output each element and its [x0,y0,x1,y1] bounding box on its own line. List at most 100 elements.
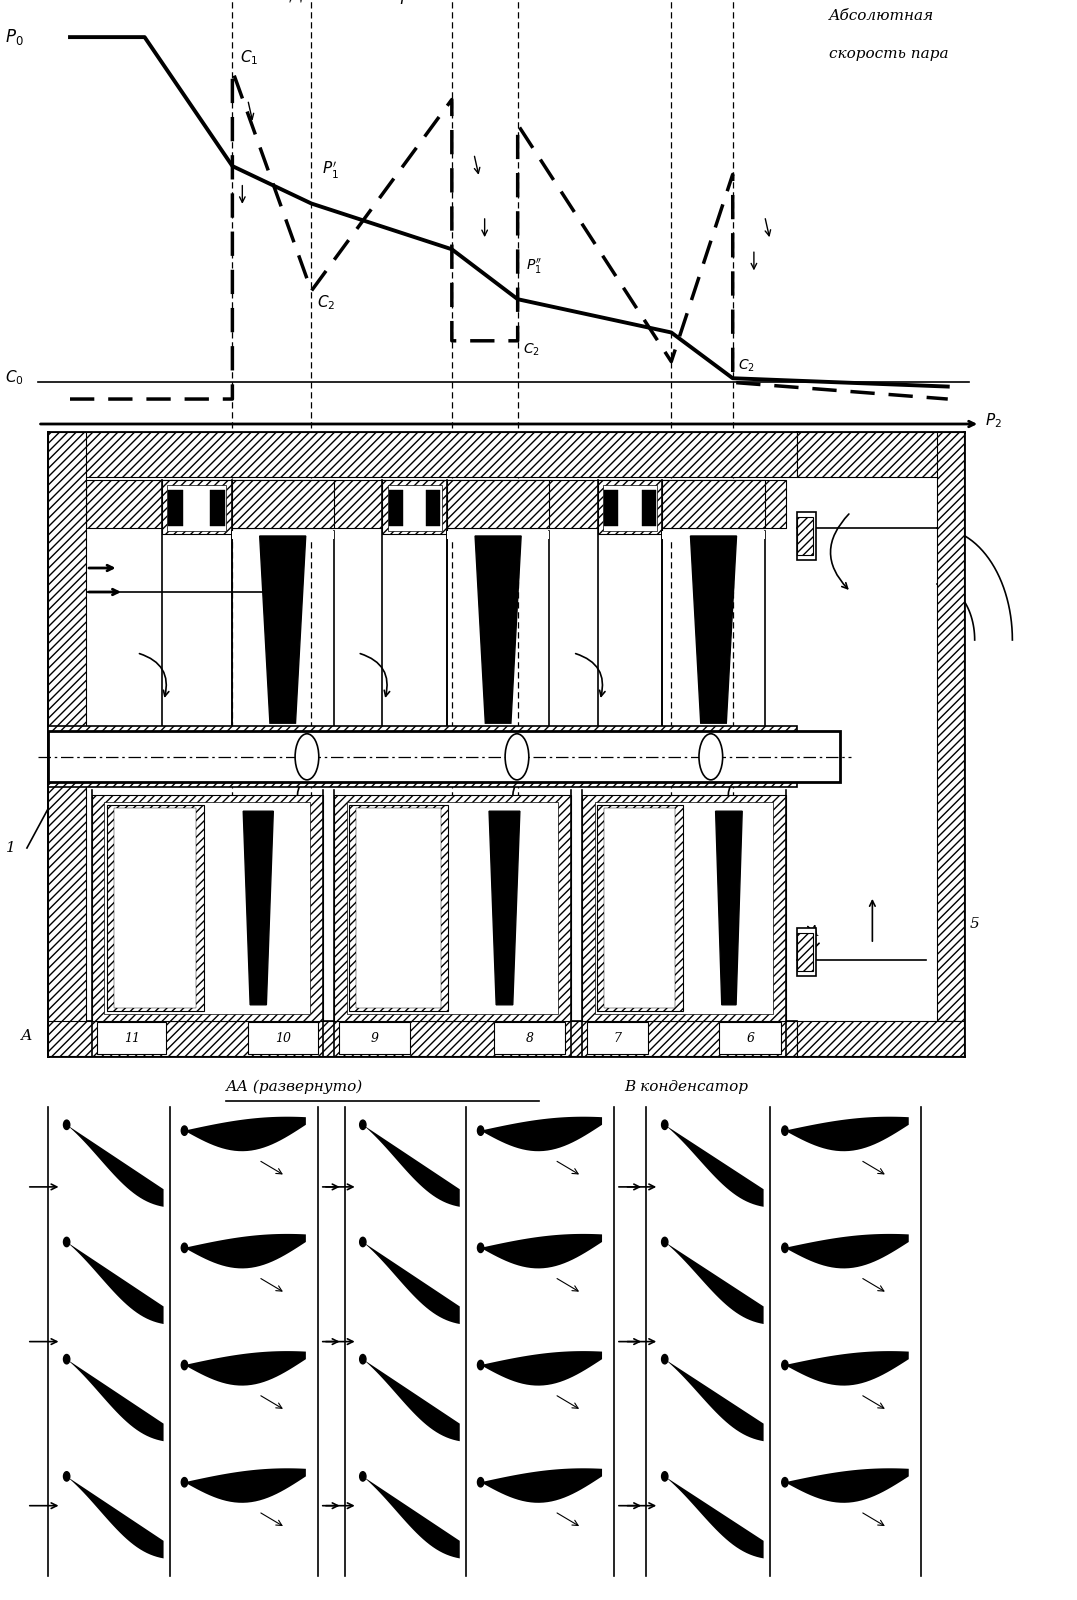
Bar [797,1021,964,1056]
Ellipse shape [699,734,723,779]
Circle shape [181,1477,187,1486]
Bar [347,802,558,1014]
Circle shape [477,1360,484,1370]
Bar [598,480,662,534]
Circle shape [64,1472,70,1482]
Text: А: А [808,925,820,939]
Circle shape [64,1237,70,1246]
Polygon shape [363,1242,460,1325]
Circle shape [64,1120,70,1130]
Bar [797,517,813,555]
Text: 11: 11 [124,1032,140,1045]
Bar [426,490,440,526]
Bar [104,802,310,1014]
Polygon shape [67,1125,164,1206]
Polygon shape [184,1469,306,1502]
Polygon shape [785,1469,909,1502]
Polygon shape [243,811,274,1005]
Text: 4: 4 [695,747,704,762]
Circle shape [661,1237,668,1246]
Text: $C_2$: $C_2$ [738,358,755,374]
Polygon shape [480,1350,602,1386]
Bar [662,531,765,539]
Bar [597,805,683,1011]
Polygon shape [184,1234,306,1269]
Text: $C_0$: $C_0$ [5,368,24,387]
Circle shape [782,1360,788,1370]
Polygon shape [715,811,742,1005]
Bar [168,490,183,526]
Circle shape [782,1126,788,1136]
Polygon shape [184,1117,306,1152]
Polygon shape [363,1477,460,1558]
Bar [662,480,765,528]
Bar [86,480,786,528]
Text: скорость пара: скорость пара [829,46,949,61]
Bar [48,1021,797,1056]
Text: 1: 1 [5,842,16,854]
Text: АА (развернуто): АА (развернуто) [226,1080,363,1094]
Bar [494,1022,565,1054]
Circle shape [181,1126,187,1136]
Polygon shape [665,1125,764,1206]
Bar [447,531,549,539]
Bar [232,531,334,539]
Bar [210,490,225,526]
Circle shape [181,1360,187,1370]
Text: 9: 9 [370,1032,379,1045]
Polygon shape [480,1469,602,1502]
Bar [97,1022,166,1054]
Bar [937,432,964,1021]
Text: А: А [22,1029,32,1043]
Text: 3: 3 [490,747,500,762]
Polygon shape [785,1350,909,1386]
Bar [603,485,657,531]
Text: Абсолютная: Абсолютная [829,10,935,24]
Ellipse shape [295,734,319,779]
Circle shape [181,1243,187,1253]
Polygon shape [665,1358,764,1442]
Bar [595,802,773,1014]
Bar [349,805,448,1011]
Text: В конденсатор: В конденсатор [625,1080,749,1094]
Circle shape [661,1472,668,1482]
Polygon shape [67,1242,164,1325]
Bar [167,485,226,531]
Bar [48,726,797,787]
Polygon shape [475,536,521,723]
Bar [642,490,656,526]
Polygon shape [67,1358,164,1442]
Text: 2: 2 [275,747,284,762]
Polygon shape [184,1350,306,1386]
Circle shape [64,1355,70,1363]
Bar [162,480,232,534]
Text: 10: 10 [275,1032,291,1045]
Bar [114,808,196,1008]
Bar [604,490,618,526]
Bar [719,1022,781,1054]
Bar [48,432,86,1056]
Bar [587,1022,648,1054]
Text: Давление пара: Давление пара [290,0,421,3]
Text: $P_1''$: $P_1''$ [527,258,543,277]
Bar [797,432,964,477]
Text: $P_1'$: $P_1'$ [322,160,339,181]
Polygon shape [785,1117,909,1152]
Text: $C_1$: $C_1$ [240,48,258,67]
Text: $P_0$: $P_0$ [5,27,24,46]
Circle shape [360,1472,366,1482]
Circle shape [661,1355,668,1363]
Bar [797,928,816,976]
Bar [339,1022,410,1054]
Text: $P_2$: $P_2$ [985,411,1003,430]
Bar [797,512,816,560]
Polygon shape [690,536,737,723]
Polygon shape [363,1358,460,1442]
Bar [604,808,675,1008]
Circle shape [782,1477,788,1486]
Text: 6: 6 [746,1032,754,1045]
Text: $C_2$: $C_2$ [523,341,540,358]
Bar [447,480,549,528]
Bar [48,432,797,477]
Polygon shape [785,1234,909,1269]
